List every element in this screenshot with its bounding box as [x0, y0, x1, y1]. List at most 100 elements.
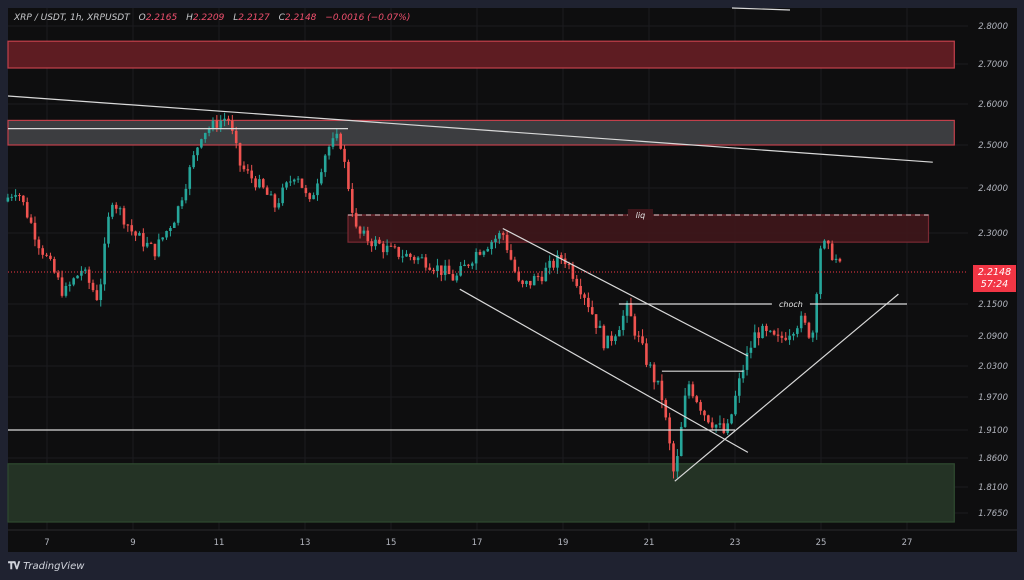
high-label: H [186, 13, 193, 23]
candle-body [529, 280, 532, 286]
candle-body [633, 316, 637, 336]
candle-body [397, 247, 401, 257]
candle-body [316, 183, 319, 196]
candle-body [351, 188, 354, 213]
candle-body [196, 147, 199, 156]
bar-countdown: 57:24 [980, 279, 1009, 290]
candle-body [347, 161, 350, 189]
time-axis[interactable] [8, 530, 1017, 552]
candle-body [726, 423, 729, 433]
candle-body [277, 203, 281, 208]
candle-body [362, 230, 366, 234]
tradingview-logo-icon[interactable]: 𝐓𝐕 [8, 560, 20, 572]
candle-body [703, 410, 706, 416]
candle-body [648, 364, 652, 366]
candle-body [289, 181, 292, 183]
price-axis-label: 1.9100 [978, 426, 1008, 436]
trend-line[interactable] [459, 288, 749, 453]
candle-body [463, 264, 466, 267]
candle-body [374, 239, 377, 247]
candle-body [242, 165, 246, 170]
low-label: L [233, 13, 239, 23]
price-axis-label: 2.4000 [978, 184, 1008, 194]
annotation-choch[interactable]: choch [779, 300, 803, 309]
candle-body [761, 325, 764, 339]
candle-body [676, 456, 679, 472]
annotation-label-bg [627, 209, 653, 220]
candle-body [238, 143, 242, 166]
last-price-tag: 2.2148 57:24 [973, 265, 1016, 292]
candle-body [714, 424, 718, 428]
candle-body [707, 415, 710, 423]
trend-line[interactable] [502, 227, 749, 357]
candle-body [440, 265, 443, 275]
open-value: 2.2165 [145, 13, 178, 23]
candle-body [95, 290, 99, 300]
candle-body [378, 239, 381, 244]
open-label: O [138, 13, 146, 23]
supply-zone[interactable] [7, 40, 955, 69]
candle-body [285, 182, 288, 188]
candle-body [130, 225, 134, 232]
candle-body [72, 278, 75, 285]
candle-body [6, 197, 10, 202]
candle-body [424, 257, 428, 268]
candle-body [447, 265, 451, 275]
candle-body [691, 384, 695, 397]
candle-body [579, 285, 582, 295]
time-axis-label: 19 [558, 538, 569, 548]
candle-body [49, 255, 52, 259]
candle-body [416, 257, 420, 261]
candle-body [567, 264, 571, 266]
candle-body [29, 217, 33, 223]
candle-body [10, 196, 14, 198]
candle-body [211, 120, 215, 129]
trend-line[interactable] [674, 293, 899, 482]
symbol-title: XRP / USDT, 1h, XRPUSDT [14, 13, 130, 23]
candle-body [134, 231, 137, 236]
resistance-zone[interactable] [7, 119, 955, 146]
candle-body [734, 395, 737, 415]
candle-body [385, 245, 389, 253]
candle-body [87, 269, 91, 283]
annotation-liq[interactable]: liq [636, 211, 646, 220]
candle-body [250, 170, 253, 179]
candle-body [107, 216, 110, 244]
change-value: −0.0016 (−0.07%) [325, 13, 411, 23]
time-axis-label: 9 [130, 538, 135, 548]
candle-body [583, 294, 586, 298]
trend-line[interactable] [7, 95, 933, 163]
candle-body [664, 400, 668, 418]
candle-body [103, 243, 106, 285]
candle-body [436, 265, 439, 272]
candle-body [53, 258, 56, 273]
candle-body [145, 242, 149, 247]
candle-body [772, 330, 776, 335]
candle-body [231, 120, 234, 131]
candle-body [184, 188, 188, 201]
candle-body [420, 257, 424, 259]
candle-body [304, 187, 308, 194]
candle-body [339, 133, 342, 149]
candle-body [428, 267, 431, 270]
candle-body [788, 335, 791, 340]
candle-body [169, 228, 172, 231]
candle-body [536, 276, 540, 278]
candle-body [432, 269, 435, 272]
demand-zone[interactable] [7, 463, 955, 523]
plot-area[interactable] [8, 8, 968, 530]
candle-body [207, 128, 211, 133]
time-axis-label: 23 [730, 538, 741, 548]
trend-line-top[interactable] [731, 7, 791, 11]
candle-body [656, 380, 660, 383]
candle-body [594, 314, 598, 328]
brand-name[interactable]: TradingView [23, 560, 85, 572]
candle-body [757, 332, 760, 339]
candle-body [142, 233, 145, 247]
candle-body [552, 260, 555, 268]
candle-body [300, 178, 304, 188]
candle-body [91, 282, 95, 291]
candle-body [153, 243, 157, 257]
candle-body [22, 195, 25, 203]
